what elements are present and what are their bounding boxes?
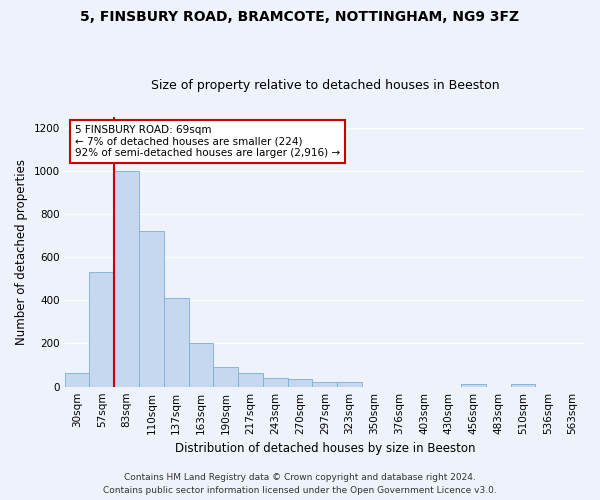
Bar xyxy=(89,272,114,386)
Bar xyxy=(164,298,188,386)
Text: Contains HM Land Registry data © Crown copyright and database right 2024.
Contai: Contains HM Land Registry data © Crown c… xyxy=(103,474,497,495)
Text: 5, FINSBURY ROAD, BRAMCOTE, NOTTINGHAM, NG9 3FZ: 5, FINSBURY ROAD, BRAMCOTE, NOTTINGHAM, … xyxy=(80,10,520,24)
X-axis label: Distribution of detached houses by size in Beeston: Distribution of detached houses by size … xyxy=(175,442,475,455)
Bar xyxy=(461,384,486,386)
Bar xyxy=(139,231,164,386)
Text: 5 FINSBURY ROAD: 69sqm
← 7% of detached houses are smaller (224)
92% of semi-det: 5 FINSBURY ROAD: 69sqm ← 7% of detached … xyxy=(75,125,340,158)
Bar xyxy=(114,171,139,386)
Bar xyxy=(313,382,337,386)
Bar xyxy=(188,344,214,386)
Bar xyxy=(65,372,89,386)
Bar xyxy=(337,382,362,386)
Y-axis label: Number of detached properties: Number of detached properties xyxy=(15,158,28,344)
Bar xyxy=(287,379,313,386)
Bar xyxy=(511,384,535,386)
Bar xyxy=(263,378,287,386)
Bar xyxy=(214,367,238,386)
Title: Size of property relative to detached houses in Beeston: Size of property relative to detached ho… xyxy=(151,79,499,92)
Bar xyxy=(238,374,263,386)
